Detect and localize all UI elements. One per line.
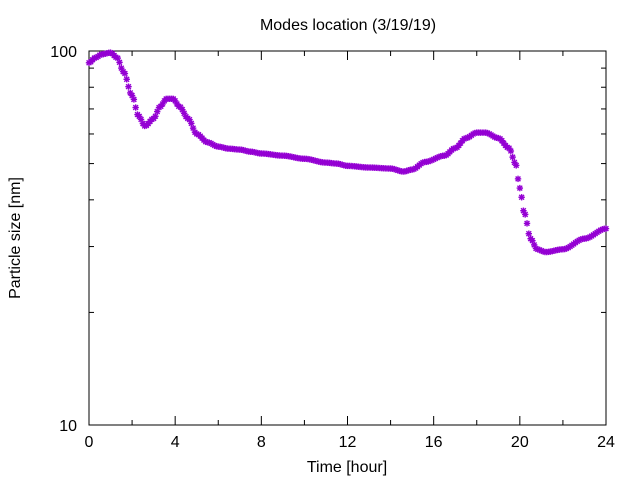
star-stroke	[511, 159, 518, 166]
star-stroke	[507, 148, 514, 154]
star-stroke	[509, 154, 516, 161]
data-point	[507, 147, 515, 155]
star-stroke	[516, 185, 523, 191]
data-point	[152, 113, 159, 120]
star-stroke	[130, 96, 137, 103]
data-point	[525, 230, 533, 237]
data-point	[130, 96, 138, 103]
star-stroke	[181, 110, 188, 117]
star-stroke	[188, 120, 195, 127]
data-point	[518, 194, 525, 201]
star-stroke	[114, 55, 121, 62]
data-point	[116, 59, 123, 66]
tick-marks	[88, 50, 607, 426]
star-stroke	[122, 70, 128, 77]
star-stroke	[132, 104, 139, 111]
data-point	[132, 104, 139, 111]
star-stroke	[172, 97, 179, 104]
star-stroke	[125, 83, 132, 90]
x-tick-label: 8	[257, 434, 266, 451]
star-stroke	[116, 59, 123, 66]
star-stroke	[179, 106, 186, 113]
x-tick-label: 16	[425, 434, 443, 451]
x-tick-label: 24	[597, 434, 615, 451]
star-stroke	[522, 211, 529, 218]
data-point	[125, 83, 132, 90]
y-tick-label: 10	[59, 418, 77, 435]
chart-title: Modes location (3/19/19)	[260, 17, 436, 34]
data-point	[514, 175, 522, 183]
x-axis-label: Time [hour]	[307, 459, 387, 476]
star-stroke	[123, 76, 130, 83]
star-stroke	[118, 65, 125, 71]
star-stroke	[520, 207, 527, 214]
star-stroke	[186, 116, 193, 123]
data-point	[522, 211, 529, 218]
data-points	[85, 49, 610, 256]
data-point	[516, 184, 524, 192]
data-point	[523, 220, 531, 227]
star-stroke	[129, 92, 135, 99]
star-stroke	[531, 241, 538, 248]
x-tick-label: 20	[511, 434, 529, 451]
star-stroke	[518, 194, 525, 201]
star-stroke	[525, 230, 532, 237]
star-stroke	[190, 125, 197, 132]
data-point	[123, 76, 130, 83]
data-point	[509, 153, 516, 161]
x-tick-label: 12	[339, 434, 357, 451]
data-point	[121, 70, 129, 77]
star-stroke	[136, 113, 143, 120]
data-point	[602, 225, 610, 232]
tick-labels: 0 4 8 12 16 20 24 10 100	[50, 44, 615, 451]
star-stroke	[524, 220, 530, 227]
star-stroke	[603, 225, 609, 232]
y-axis-label: Particle size [nm]	[7, 177, 24, 299]
star-stroke	[506, 145, 512, 151]
star-stroke	[513, 162, 520, 169]
star-stroke	[529, 237, 536, 244]
x-tick-label: 0	[85, 434, 94, 451]
data-point	[513, 162, 520, 169]
x-tick-label: 4	[171, 434, 180, 451]
star-stroke	[515, 175, 521, 182]
star-stroke	[138, 116, 144, 123]
y-tick-label: 100	[50, 44, 77, 61]
